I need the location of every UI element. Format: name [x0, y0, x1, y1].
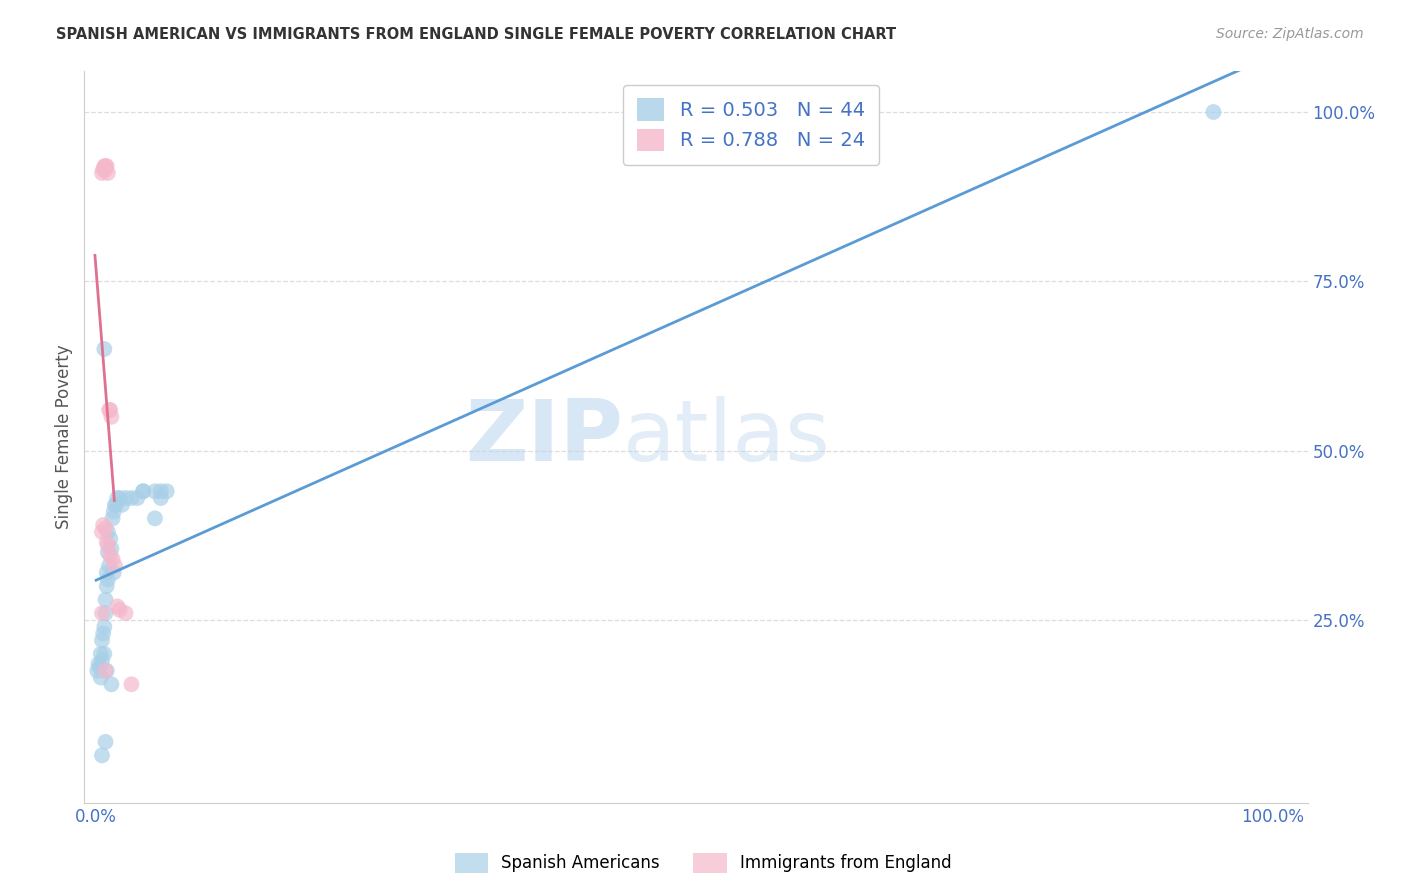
Point [93, 647, 115, 661]
Point [89, 660, 111, 674]
Point [132, 484, 155, 499]
Point [96, 664, 118, 678]
Point [96, 159, 118, 173]
Point [96, 579, 118, 593]
Point [101, 552, 124, 566]
Point [90, 671, 112, 685]
Point [149, 484, 172, 499]
Y-axis label: Single Female Poverty: Single Female Poverty [55, 345, 73, 529]
Point [91, 166, 114, 180]
Point [91, 606, 114, 620]
Point [98, 549, 121, 563]
Point [143, 484, 166, 499]
Point [149, 491, 172, 505]
Point [94, 735, 117, 749]
Point [94, 606, 117, 620]
Text: Source: ZipAtlas.com: Source: ZipAtlas.com [1216, 27, 1364, 41]
Point [105, 491, 128, 505]
Point [91, 748, 114, 763]
Point [93, 159, 115, 173]
Point [91, 162, 114, 177]
Point [120, 677, 142, 691]
Point [105, 498, 128, 512]
Point [86, 664, 108, 678]
Point [120, 491, 142, 505]
Point [97, 545, 120, 559]
Point [100, 409, 122, 424]
Point [132, 484, 155, 499]
Point [114, 606, 136, 620]
Point [111, 498, 134, 512]
Point [97, 524, 120, 539]
Point [90, 647, 112, 661]
Point [91, 626, 114, 640]
Point [93, 620, 115, 634]
Legend: R = 0.503   N = 44, R = 0.788   N = 24: R = 0.503 N = 44, R = 0.788 N = 24 [623, 85, 879, 165]
Point [98, 532, 121, 546]
Point [156, 484, 179, 499]
Point [104, 498, 127, 512]
Point [87, 657, 110, 671]
Point [96, 535, 118, 549]
Point [97, 166, 120, 180]
Point [94, 664, 117, 678]
Point [101, 511, 124, 525]
Legend: Spanish Americans, Immigrants from England: Spanish Americans, Immigrants from Engla… [449, 847, 957, 880]
Point [94, 162, 117, 177]
Point [103, 566, 125, 580]
Point [114, 491, 136, 505]
Point [100, 677, 122, 691]
Point [93, 342, 115, 356]
Point [98, 403, 121, 417]
Text: ZIP: ZIP [465, 395, 623, 479]
Point [91, 633, 114, 648]
Point [108, 491, 131, 505]
Point [91, 524, 114, 539]
Point [100, 541, 122, 556]
Point [104, 558, 127, 573]
Point [97, 572, 120, 586]
Point [94, 592, 117, 607]
Point [127, 491, 149, 505]
Point [94, 159, 117, 173]
Text: SPANISH AMERICAN VS IMMIGRANTS FROM ENGLAND SINGLE FEMALE POVERTY CORRELATION CH: SPANISH AMERICAN VS IMMIGRANTS FROM ENGL… [56, 27, 897, 42]
Point [96, 566, 118, 580]
Point [97, 538, 120, 552]
Point [143, 511, 166, 525]
Point [94, 521, 117, 535]
Point [105, 599, 128, 614]
Text: atlas: atlas [623, 395, 831, 479]
Point [108, 603, 131, 617]
Point [91, 654, 114, 668]
Point [91, 518, 114, 533]
Point [103, 505, 125, 519]
Point [98, 558, 121, 573]
Point [98, 403, 121, 417]
Point [1202, 105, 1225, 120]
